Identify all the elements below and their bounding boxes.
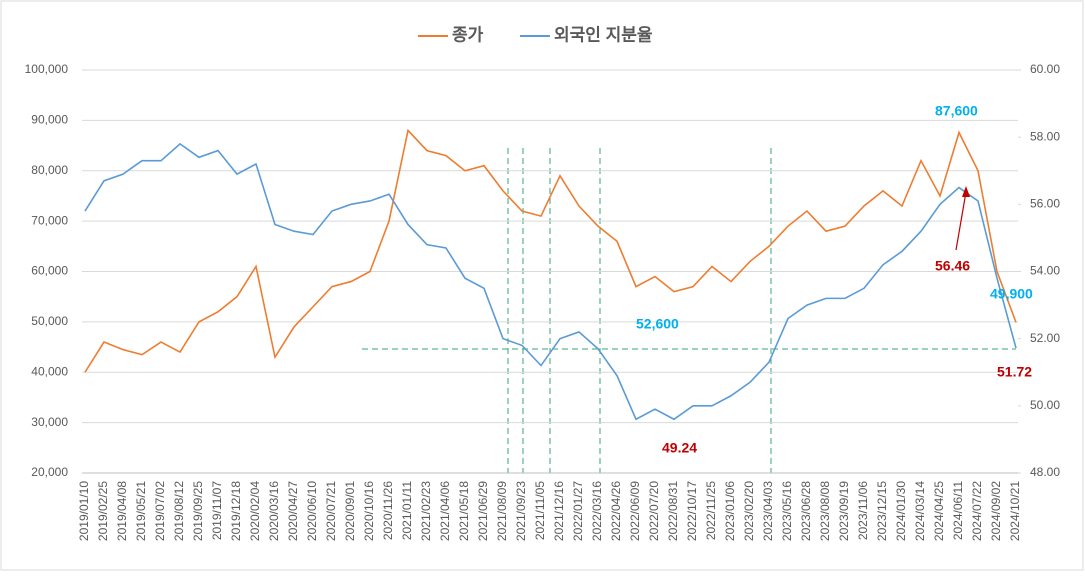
y-tick-label: 30,000 [31, 415, 68, 429]
x-tick-label: 2019/09/25 [191, 481, 205, 541]
x-tick-label: 2020/04/27 [286, 481, 300, 541]
x-tick-label: 2020/02/04 [248, 481, 262, 541]
x-tick-label: 2019/01/10 [77, 481, 91, 541]
x-tick-label: 2024/04/25 [932, 481, 946, 541]
annotation: 87,600 [935, 103, 978, 119]
y-tick-label: 100,000 [25, 62, 69, 76]
x-tick-label: 2023/08/08 [818, 481, 832, 541]
y-tick-label: 60,000 [31, 264, 68, 278]
x-tick-label: 2019/07/02 [153, 481, 167, 541]
x-tick-label: 2020/07/21 [324, 481, 338, 541]
arrow-head [962, 186, 970, 197]
x-tick-label: 2020/03/16 [267, 481, 281, 541]
y2-tick-label: 50.00 [1030, 398, 1060, 412]
annotation-arrow [955, 191, 967, 251]
y2-tick-label: 60.00 [1030, 62, 1060, 76]
x-tick-label: 2020/06/10 [305, 481, 319, 541]
x-tick-label: 2022/01/27 [571, 481, 585, 541]
y2-tick-label: 48.00 [1030, 465, 1060, 479]
x-tick-label: 2023/12/15 [875, 481, 889, 541]
reference-lines [362, 148, 1016, 473]
x-tick-label: 2020/11/26 [381, 481, 395, 540]
x-tick-label: 2022/08/31 [666, 481, 680, 541]
y2-tick-label: 52.00 [1030, 331, 1060, 345]
annotation: 56.46 [935, 258, 970, 274]
legend-label: 외국인 지분율 [554, 25, 653, 44]
x-tick-label: 2019/04/08 [115, 481, 129, 541]
plot: 20,000 30,000 40,000 50,000 60,000 70,000 80,0… [25, 62, 1061, 541]
y-tick-label: 70,000 [31, 213, 68, 227]
x-tick-label: 2019/12/18 [229, 481, 243, 541]
x-tick-label: 2021/05/18 [457, 481, 471, 541]
x-tick-label: 2021/11/05 [533, 481, 547, 540]
x-tick-label: 2024/09/02 [989, 481, 1003, 541]
x-tick-label: 2024/06/11 [951, 481, 965, 540]
x-tick-label: 2023/09/19 [837, 481, 851, 541]
x-tick-label: 2023/02/20 [742, 481, 756, 541]
y-tick-label: 40,000 [31, 364, 68, 378]
x-tick-label: 2022/10/17 [685, 481, 699, 541]
x-tick-label: 2021/01/11 [400, 481, 414, 540]
x-tick-label: 2022/03/16 [590, 481, 604, 541]
x-tick-label: 2024/03/14 [913, 481, 927, 541]
x-tick-label: 2021/04/06 [438, 481, 452, 541]
y-tick-label: 50,000 [31, 314, 68, 328]
x-tick-label: 2023/05/16 [780, 481, 794, 541]
x-tick-label: 2022/11/25 [704, 481, 718, 540]
x-tick-label: 2021/02/23 [419, 481, 433, 541]
x-tick-label: 2023/06/28 [799, 481, 813, 541]
y-tick-label: 90,000 [31, 113, 68, 127]
series-line [84, 142, 1017, 421]
x-tick-label: 2019/11/07 [210, 481, 224, 540]
x-tick-label: 2022/06/09 [628, 481, 642, 541]
x-tick-label: 2022/07/20 [647, 481, 661, 541]
x-tick-label: 2019/05/21 [134, 481, 148, 541]
x-tick-label: 2023/01/06 [723, 481, 737, 541]
annotation: 49,900 [990, 286, 1033, 302]
y-tick-label: 80,000 [31, 163, 68, 177]
y-tick-label: 20,000 [31, 465, 68, 479]
x-tick-label: 2023/11/06 [856, 481, 870, 540]
x-tick-label: 2020/10/16 [362, 481, 376, 541]
x-tick-label: 2021/06/29 [476, 481, 490, 541]
annotation: 51.72 [997, 364, 1032, 380]
x-tick-label: 2021/08/09 [495, 481, 509, 541]
x-tick-label: 2019/02/25 [96, 481, 110, 541]
x-tick-label: 2024/10/21 [1008, 481, 1022, 541]
y2-tick-label: 58.00 [1030, 129, 1060, 143]
legend-label: 종가 [452, 25, 484, 44]
x-tick-label: 2020/09/01 [343, 481, 357, 541]
x-tick-label: 2021/09/23 [514, 481, 528, 541]
legend: 종가 외국인 지분율 [418, 25, 653, 44]
y2-tick-label: 54.00 [1030, 264, 1060, 278]
x-tick-label: 2022/04/26 [609, 481, 623, 541]
y2-tick-label: 56.00 [1030, 197, 1060, 211]
x-tick-label: 2024/01/30 [894, 481, 908, 541]
annotation: 49.24 [662, 440, 697, 456]
x-tick-label: 2021/12/16 [552, 481, 566, 541]
annotation: 52,600 [636, 316, 679, 332]
series-line [84, 128, 1017, 373]
x-tick-label: 2024/07/22 [970, 481, 984, 541]
x-tick-label: 2023/04/03 [761, 481, 775, 541]
x-tick-label: 2019/08/12 [172, 481, 186, 541]
